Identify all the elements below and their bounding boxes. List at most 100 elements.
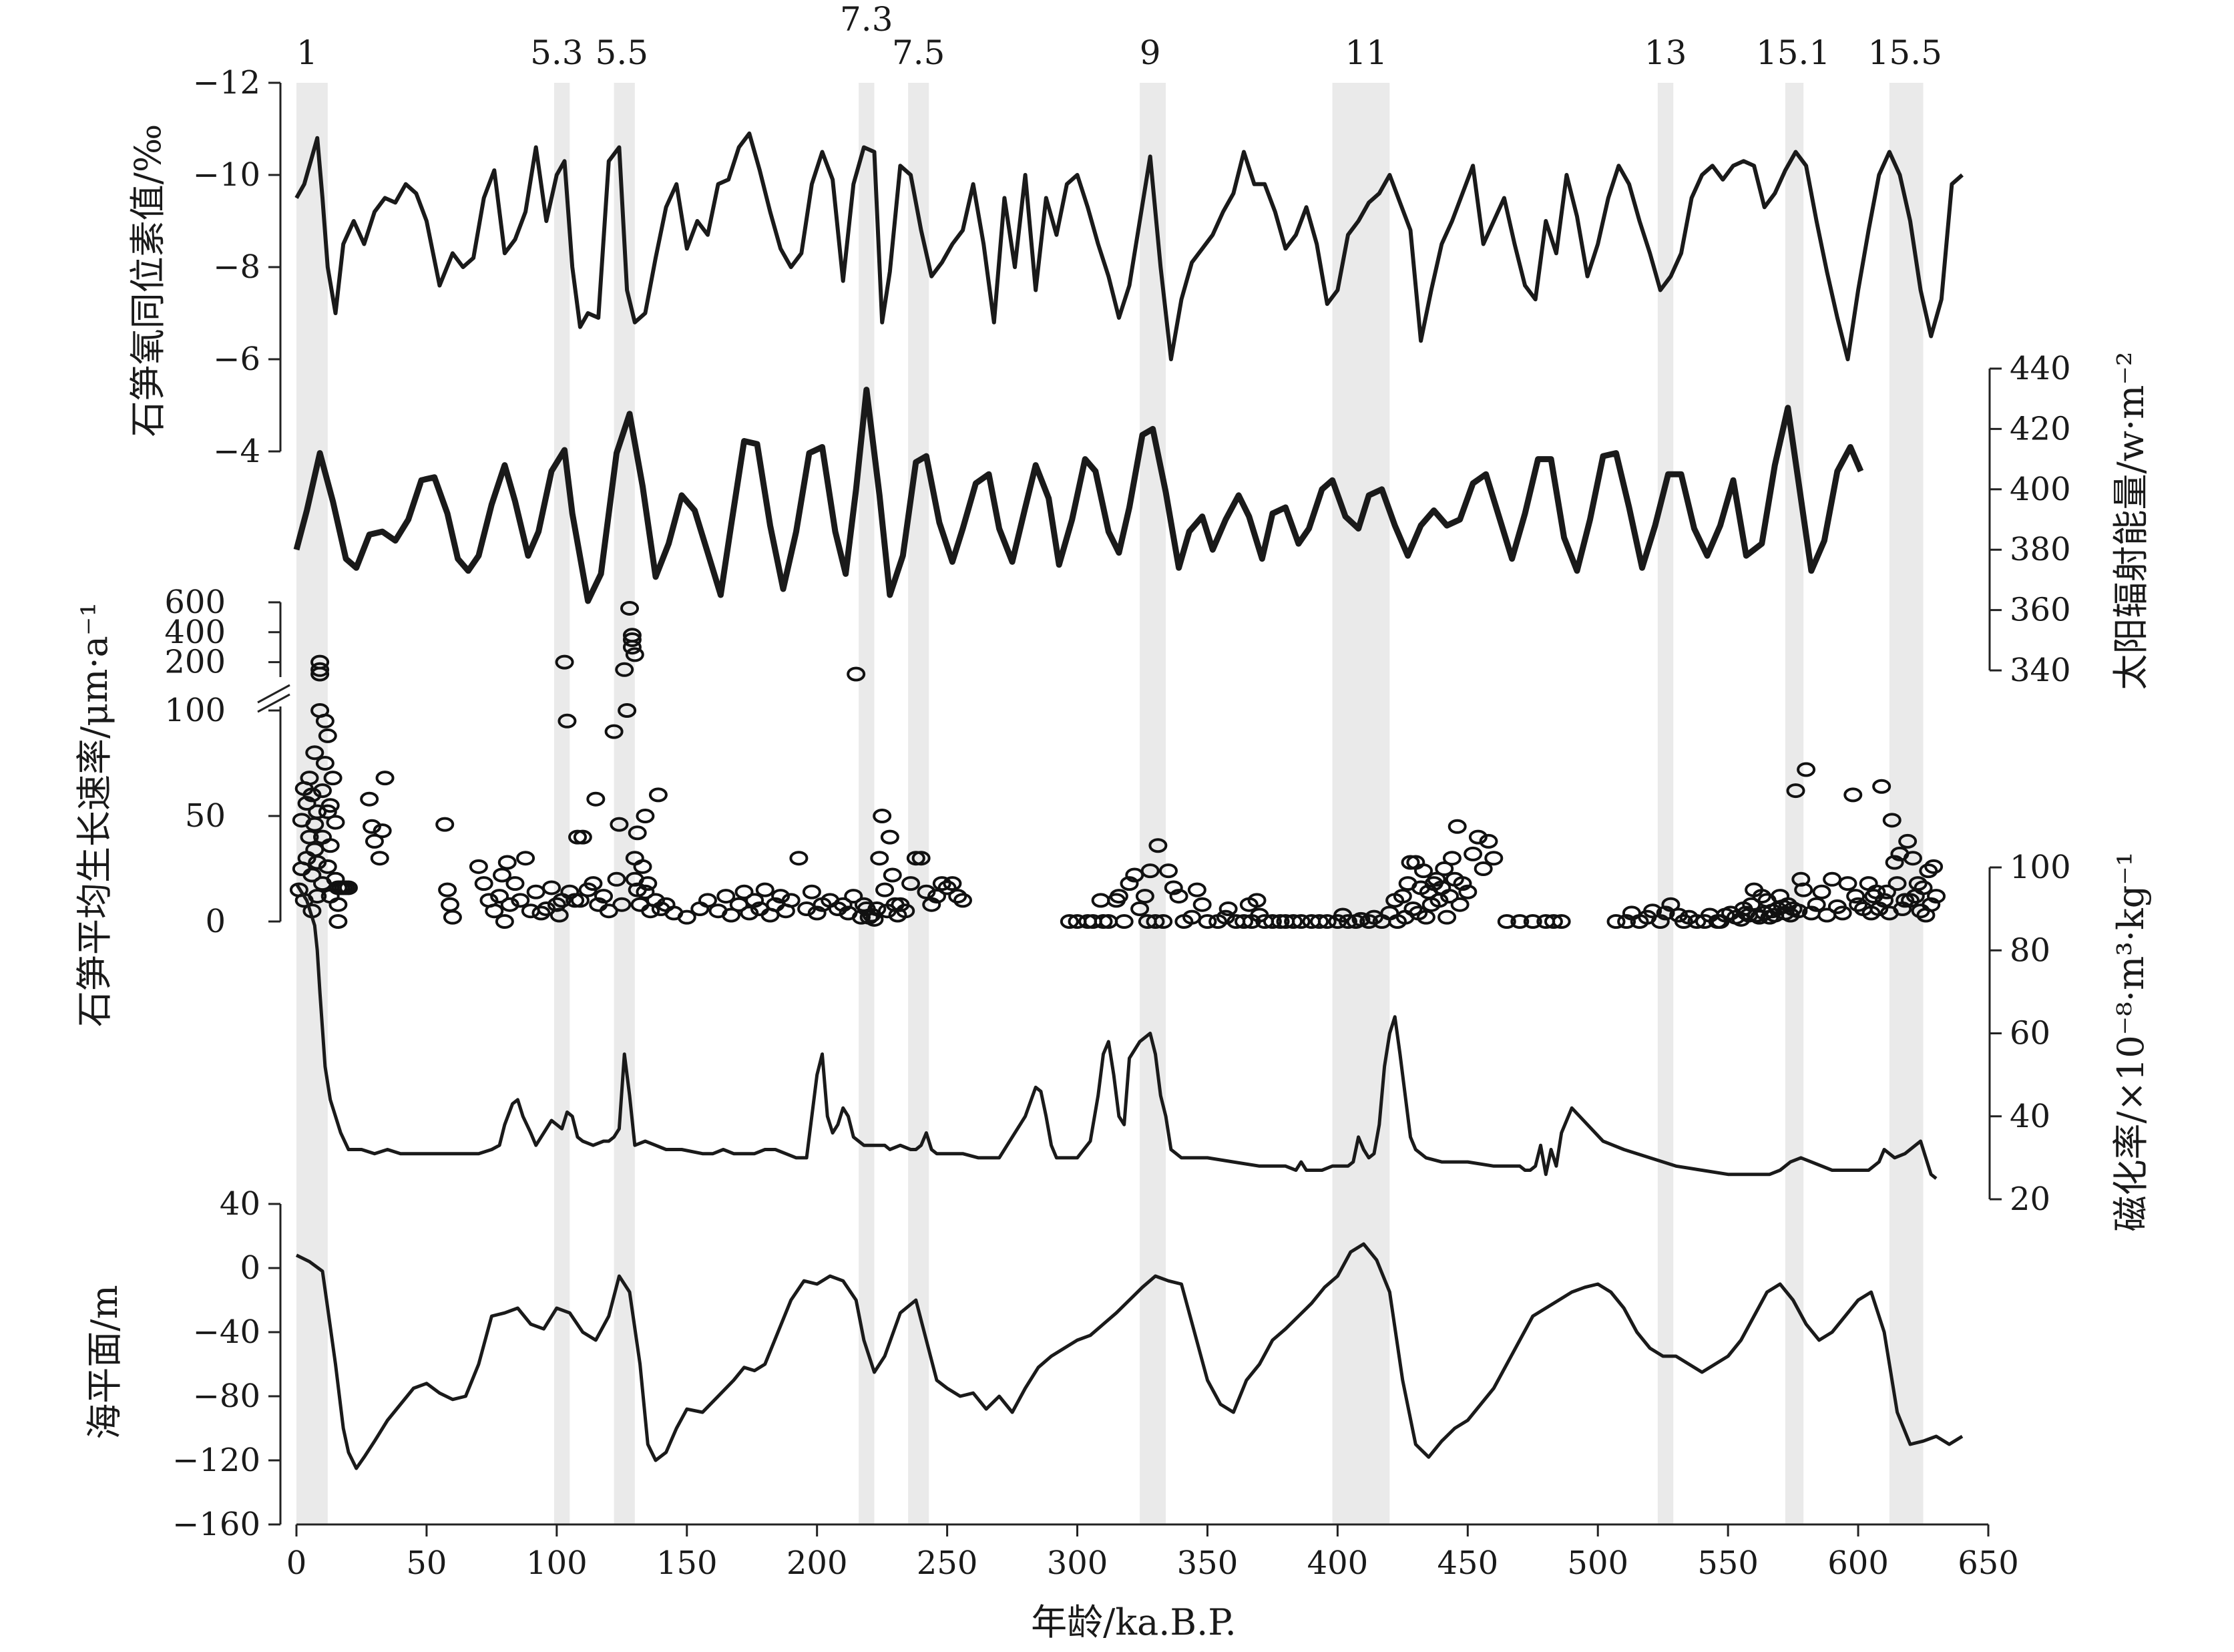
- growth-point: [1887, 876, 1907, 891]
- growth-point: [625, 647, 644, 662]
- growth-point: [1164, 880, 1183, 895]
- growth-point: [586, 791, 606, 807]
- stage-band: [908, 83, 929, 1524]
- growth-point: [497, 855, 517, 870]
- x-tick-label: 150: [656, 1544, 718, 1582]
- growth-point: [505, 876, 525, 891]
- growth-point: [828, 901, 847, 917]
- growth-point: [310, 654, 330, 670]
- growth-point: [807, 905, 827, 921]
- growth-point: [1146, 914, 1165, 929]
- growth-point: [932, 876, 951, 891]
- growth-point: [469, 859, 488, 874]
- growth-point: [734, 884, 754, 899]
- growth-point: [618, 703, 637, 718]
- growth-point: [485, 903, 504, 919]
- growth-point: [1924, 859, 1944, 874]
- growth-point: [326, 815, 345, 830]
- stage-label: 1: [296, 33, 318, 72]
- x-tick-label: 50: [406, 1544, 447, 1582]
- axis-break-mark: [257, 684, 290, 704]
- growth-point: [1479, 833, 1498, 849]
- growth-point: [1468, 829, 1488, 845]
- stage-label: 13: [1644, 33, 1687, 72]
- stage-label: 11: [1345, 33, 1387, 72]
- growth-point: [636, 809, 655, 823]
- growth-point: [1786, 783, 1805, 799]
- growth-point: [573, 829, 592, 845]
- growth-point: [1927, 889, 1946, 904]
- growth-point: [526, 884, 545, 899]
- growth-point: [560, 884, 580, 899]
- growth-point: [622, 632, 642, 647]
- susceptibility-tick-label: 80: [2010, 932, 2050, 969]
- growth-tick-label: 200: [164, 644, 226, 681]
- growth-point: [873, 809, 892, 823]
- susceptibility-tick-label: 60: [2010, 1015, 2050, 1052]
- growth-point: [511, 893, 530, 908]
- growth-point: [789, 851, 809, 866]
- growth-point: [300, 771, 319, 786]
- growth-point: [1140, 863, 1160, 879]
- growth-point: [1919, 863, 1938, 879]
- growth-point: [320, 838, 340, 853]
- growth-point: [1416, 909, 1435, 925]
- growth-point: [318, 859, 337, 874]
- growth-point: [638, 876, 658, 891]
- x-axis-title: 年龄/ka.B.P.: [1031, 1601, 1237, 1643]
- growth-point: [302, 787, 322, 803]
- growth-point: [328, 914, 348, 929]
- stage-label: 9: [1140, 33, 1161, 72]
- growth-point: [1427, 871, 1446, 887]
- growth-point: [441, 897, 460, 912]
- stage-labels: 1 5.3 5.5 7.37.5 9 11 13 15.1 15.5: [296, 0, 1942, 72]
- growth-point: [1872, 779, 1891, 794]
- growth-point: [549, 907, 569, 923]
- growth-point: [492, 867, 511, 883]
- growth-point: [599, 903, 618, 919]
- growth-point: [1544, 914, 1563, 929]
- growth-point: [943, 876, 962, 891]
- growth-point: [363, 819, 382, 834]
- growth-point: [636, 884, 655, 899]
- axis-break-mark: [257, 693, 290, 713]
- growth-point: [1908, 876, 1928, 891]
- growth-point: [375, 771, 395, 786]
- growth-point: [1435, 861, 1454, 876]
- growth-point: [1403, 901, 1423, 917]
- growth-point: [297, 796, 316, 811]
- growth-point: [1869, 901, 1889, 917]
- sealevel-tick-label: −160: [172, 1506, 260, 1543]
- growth-point: [1484, 851, 1504, 866]
- sealevel-tick-label: 0: [240, 1249, 260, 1287]
- growth-point: [1650, 914, 1670, 929]
- growth-point: [1859, 876, 1878, 891]
- growth-point: [570, 893, 590, 908]
- growth-point: [1552, 914, 1571, 929]
- growth-point: [833, 897, 853, 912]
- axes: 0 50 100 150 200 250 300 350 400 450 500 550 600 650−…: [164, 64, 2070, 1582]
- growth-point: [1849, 897, 1868, 912]
- growth-point: [1812, 884, 1831, 899]
- growth-point: [901, 876, 921, 891]
- growth-point: [1158, 863, 1178, 879]
- insolation-tick-label: 400: [2010, 471, 2071, 508]
- growth-point: [1130, 901, 1150, 917]
- growth-point: [844, 889, 863, 904]
- growth-point: [1877, 884, 1896, 899]
- growth-point: [716, 889, 736, 904]
- growth-tick-label: 0: [205, 903, 226, 940]
- growth-point: [867, 901, 887, 917]
- growth-point: [1794, 882, 1813, 897]
- growth-point: [1823, 871, 1842, 887]
- x-tick-label: 300: [1047, 1544, 1108, 1582]
- growth-point: [1838, 876, 1857, 891]
- growth-point: [495, 914, 514, 929]
- growth-point: [1497, 914, 1516, 929]
- growth-point: [443, 909, 462, 925]
- growth-point: [1091, 893, 1110, 908]
- oxygen-tick-label: −6: [213, 341, 260, 378]
- growth-point: [300, 829, 319, 845]
- growth-point: [1135, 889, 1154, 904]
- growth-point: [531, 905, 551, 921]
